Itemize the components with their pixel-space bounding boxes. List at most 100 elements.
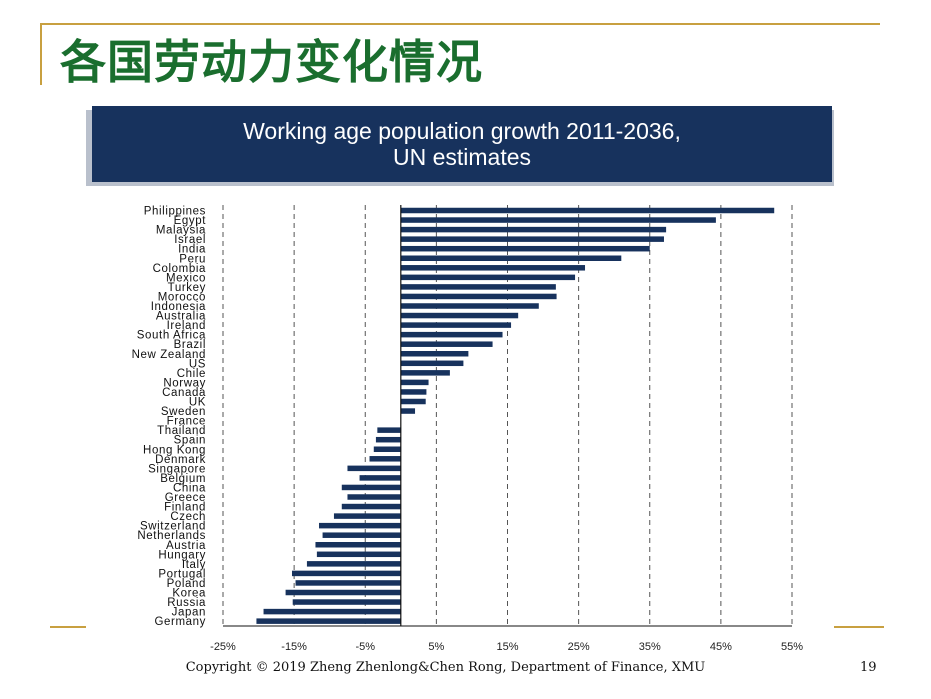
page-number: 19 [860,660,877,675]
bar-switzerland [319,522,401,529]
bar-egypt [400,217,716,223]
bar-russia [292,599,401,605]
bar-philippines [400,207,775,214]
bar-finland [341,503,401,510]
x-tick-label: -25% [210,641,236,653]
category-label: Mexico [166,272,206,284]
category-label: Greece [165,492,206,504]
category-labels: PhilippinesEgyptMalaysiaIsraelIndiaPeruC… [132,206,207,629]
bar-uk [400,398,426,405]
category-label: Canada [162,387,206,399]
category-label: Ireland [167,320,206,332]
x-tick-label: 55% [781,641,803,653]
category-label: Morocco [158,291,206,303]
category-label: Denmark [155,454,206,466]
bar-greece [347,494,401,500]
x-tick-label: 45% [710,641,732,653]
x-tick-label: 35% [639,641,661,653]
bar-canada [400,389,427,395]
bar-israel [400,236,664,242]
x-tick-label: 25% [568,641,590,653]
bar-denmark [369,456,401,462]
category-label: Israel [174,234,206,246]
bar-poland [295,580,401,586]
category-label: South Africa [137,330,206,342]
category-label: Belgium [160,473,206,485]
header-accent-left-line [40,23,42,85]
x-tick-labels: -25% -15% -5% 5% 15% 25% 35% 45% 55% [210,641,803,653]
bar-austria [315,542,401,548]
bar-belgium [359,475,401,481]
bar-norway [400,379,429,386]
category-label: Turkey [168,282,206,294]
category-label: India [178,244,206,256]
bar-hong-kong [373,446,401,452]
bar-australia [400,312,519,319]
chart-title-banner: Working age population growth 2011-2036,… [92,106,832,182]
x-tick-label: 5% [428,641,444,653]
category-label: Korea [172,588,206,600]
copyright-text: Copyright © 2019 Zheng Zhenlong&Chen Ron… [185,660,706,675]
category-label: Sweden [161,406,206,418]
category-label: Indonesia [151,301,206,313]
category-label: UK [189,397,206,409]
bar-spain [375,436,401,443]
chart-title-line2: UN estimates [392,144,532,170]
bar-china [341,484,401,491]
bar-singapore [347,465,401,472]
category-label: Norway [163,377,206,389]
category-label: Germany [155,616,207,628]
bar-turkey [400,284,556,290]
bar-new-zealand [400,351,469,357]
category-label: Colombia [153,263,206,275]
bar-sweden [400,408,416,414]
category-label: Russia [167,597,206,609]
category-label: Singapore [148,463,206,475]
category-label: China [173,482,206,494]
category-label: Australia [156,311,206,323]
bar-india [400,245,650,252]
category-label: Portugal [158,568,206,580]
category-label: Philippines [144,206,206,218]
category-label: Japan [172,607,206,619]
bar-japan [263,608,401,615]
category-label: Switzerland [140,521,206,533]
bar-us [400,360,464,367]
category-label: US [189,358,206,370]
category-label: Spain [174,435,206,447]
bar-mexico [400,274,576,281]
footer-accent-line-right [834,626,884,628]
bar-brazil [400,341,493,347]
bar-portugal [291,570,401,577]
bar-morocco [400,293,557,300]
x-tick-label: 15% [496,641,518,653]
category-label: Hong Kong [143,444,206,456]
bar-netherlands [322,532,401,538]
chart-title-line1: Working age population growth 2011-2036, [243,118,681,144]
footer-accent-line-left [50,626,86,628]
category-label: Czech [170,511,206,523]
category-label: Italy [182,559,206,571]
category-label: Brazil [174,339,206,351]
category-label: Finland [164,502,206,514]
category-label: Thailand [157,425,206,437]
header-accent-line [40,23,880,25]
category-label: New Zealand [132,349,206,361]
category-label: Poland [167,578,206,590]
category-label: France [167,416,206,428]
x-tick-label: -5% [355,641,375,653]
bar-korea [285,589,401,596]
category-label: Chile [177,368,206,380]
bar-ireland [400,322,512,328]
bar-germany [256,618,401,624]
bar-chile [400,370,450,376]
x-tick-label: -15% [281,641,307,653]
bar-malaysia [400,226,667,233]
category-label: Peru [179,253,206,265]
category-label: Austria [166,540,206,552]
bar-italy [306,561,401,567]
slide-title: 各国劳动力变化情况 [60,35,483,89]
axes [223,205,792,627]
bar-peru [400,255,622,261]
